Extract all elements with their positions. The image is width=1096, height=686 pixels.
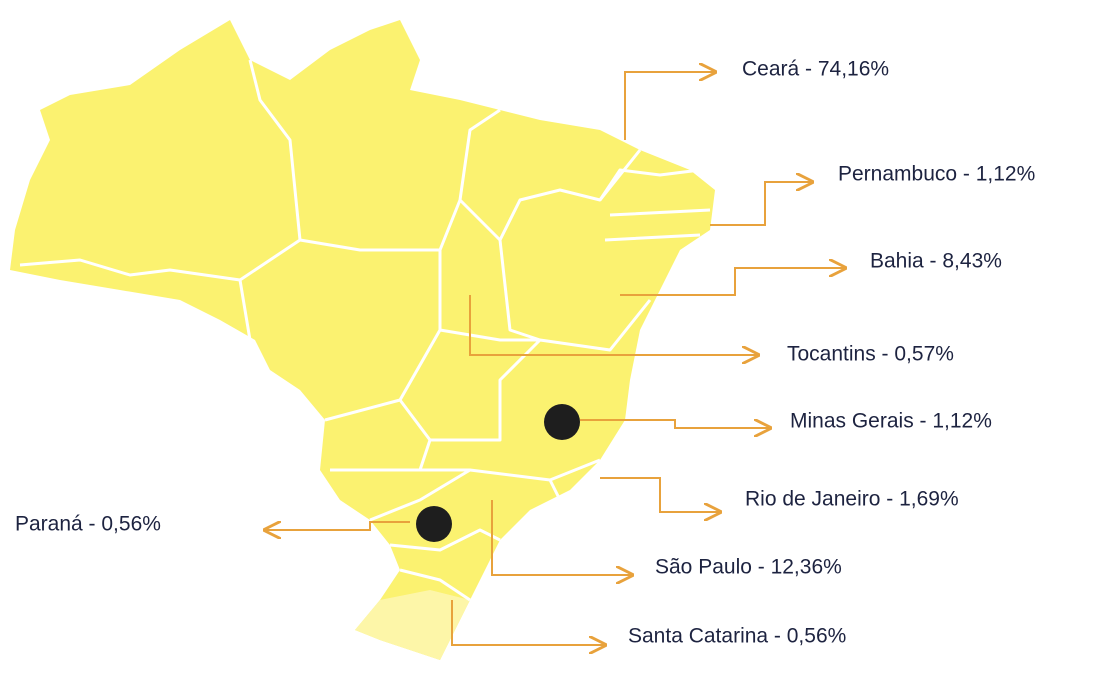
state-label: Santa Catarina - 0,56%	[628, 625, 846, 648]
state-label: Pernambuco - 1,12%	[838, 163, 1035, 186]
leader-lines	[265, 72, 845, 645]
state-label: Minas Gerais - 1,12%	[790, 410, 992, 433]
state-label: Tocantins - 0,57%	[787, 343, 954, 366]
state-label: Paraná - 0,56%	[15, 513, 161, 536]
state-label: Rio de Janeiro - 1,69%	[745, 488, 959, 511]
location-dot	[544, 404, 580, 440]
south-shade	[355, 590, 470, 660]
state-label: Bahia - 8,43%	[870, 250, 1002, 273]
state-label: São Paulo - 12,36%	[655, 556, 842, 579]
state-label: Ceará - 74,16%	[742, 58, 889, 81]
location-dot	[416, 506, 452, 542]
brazil-shape	[10, 20, 715, 660]
state-borders	[19, 59, 711, 602]
